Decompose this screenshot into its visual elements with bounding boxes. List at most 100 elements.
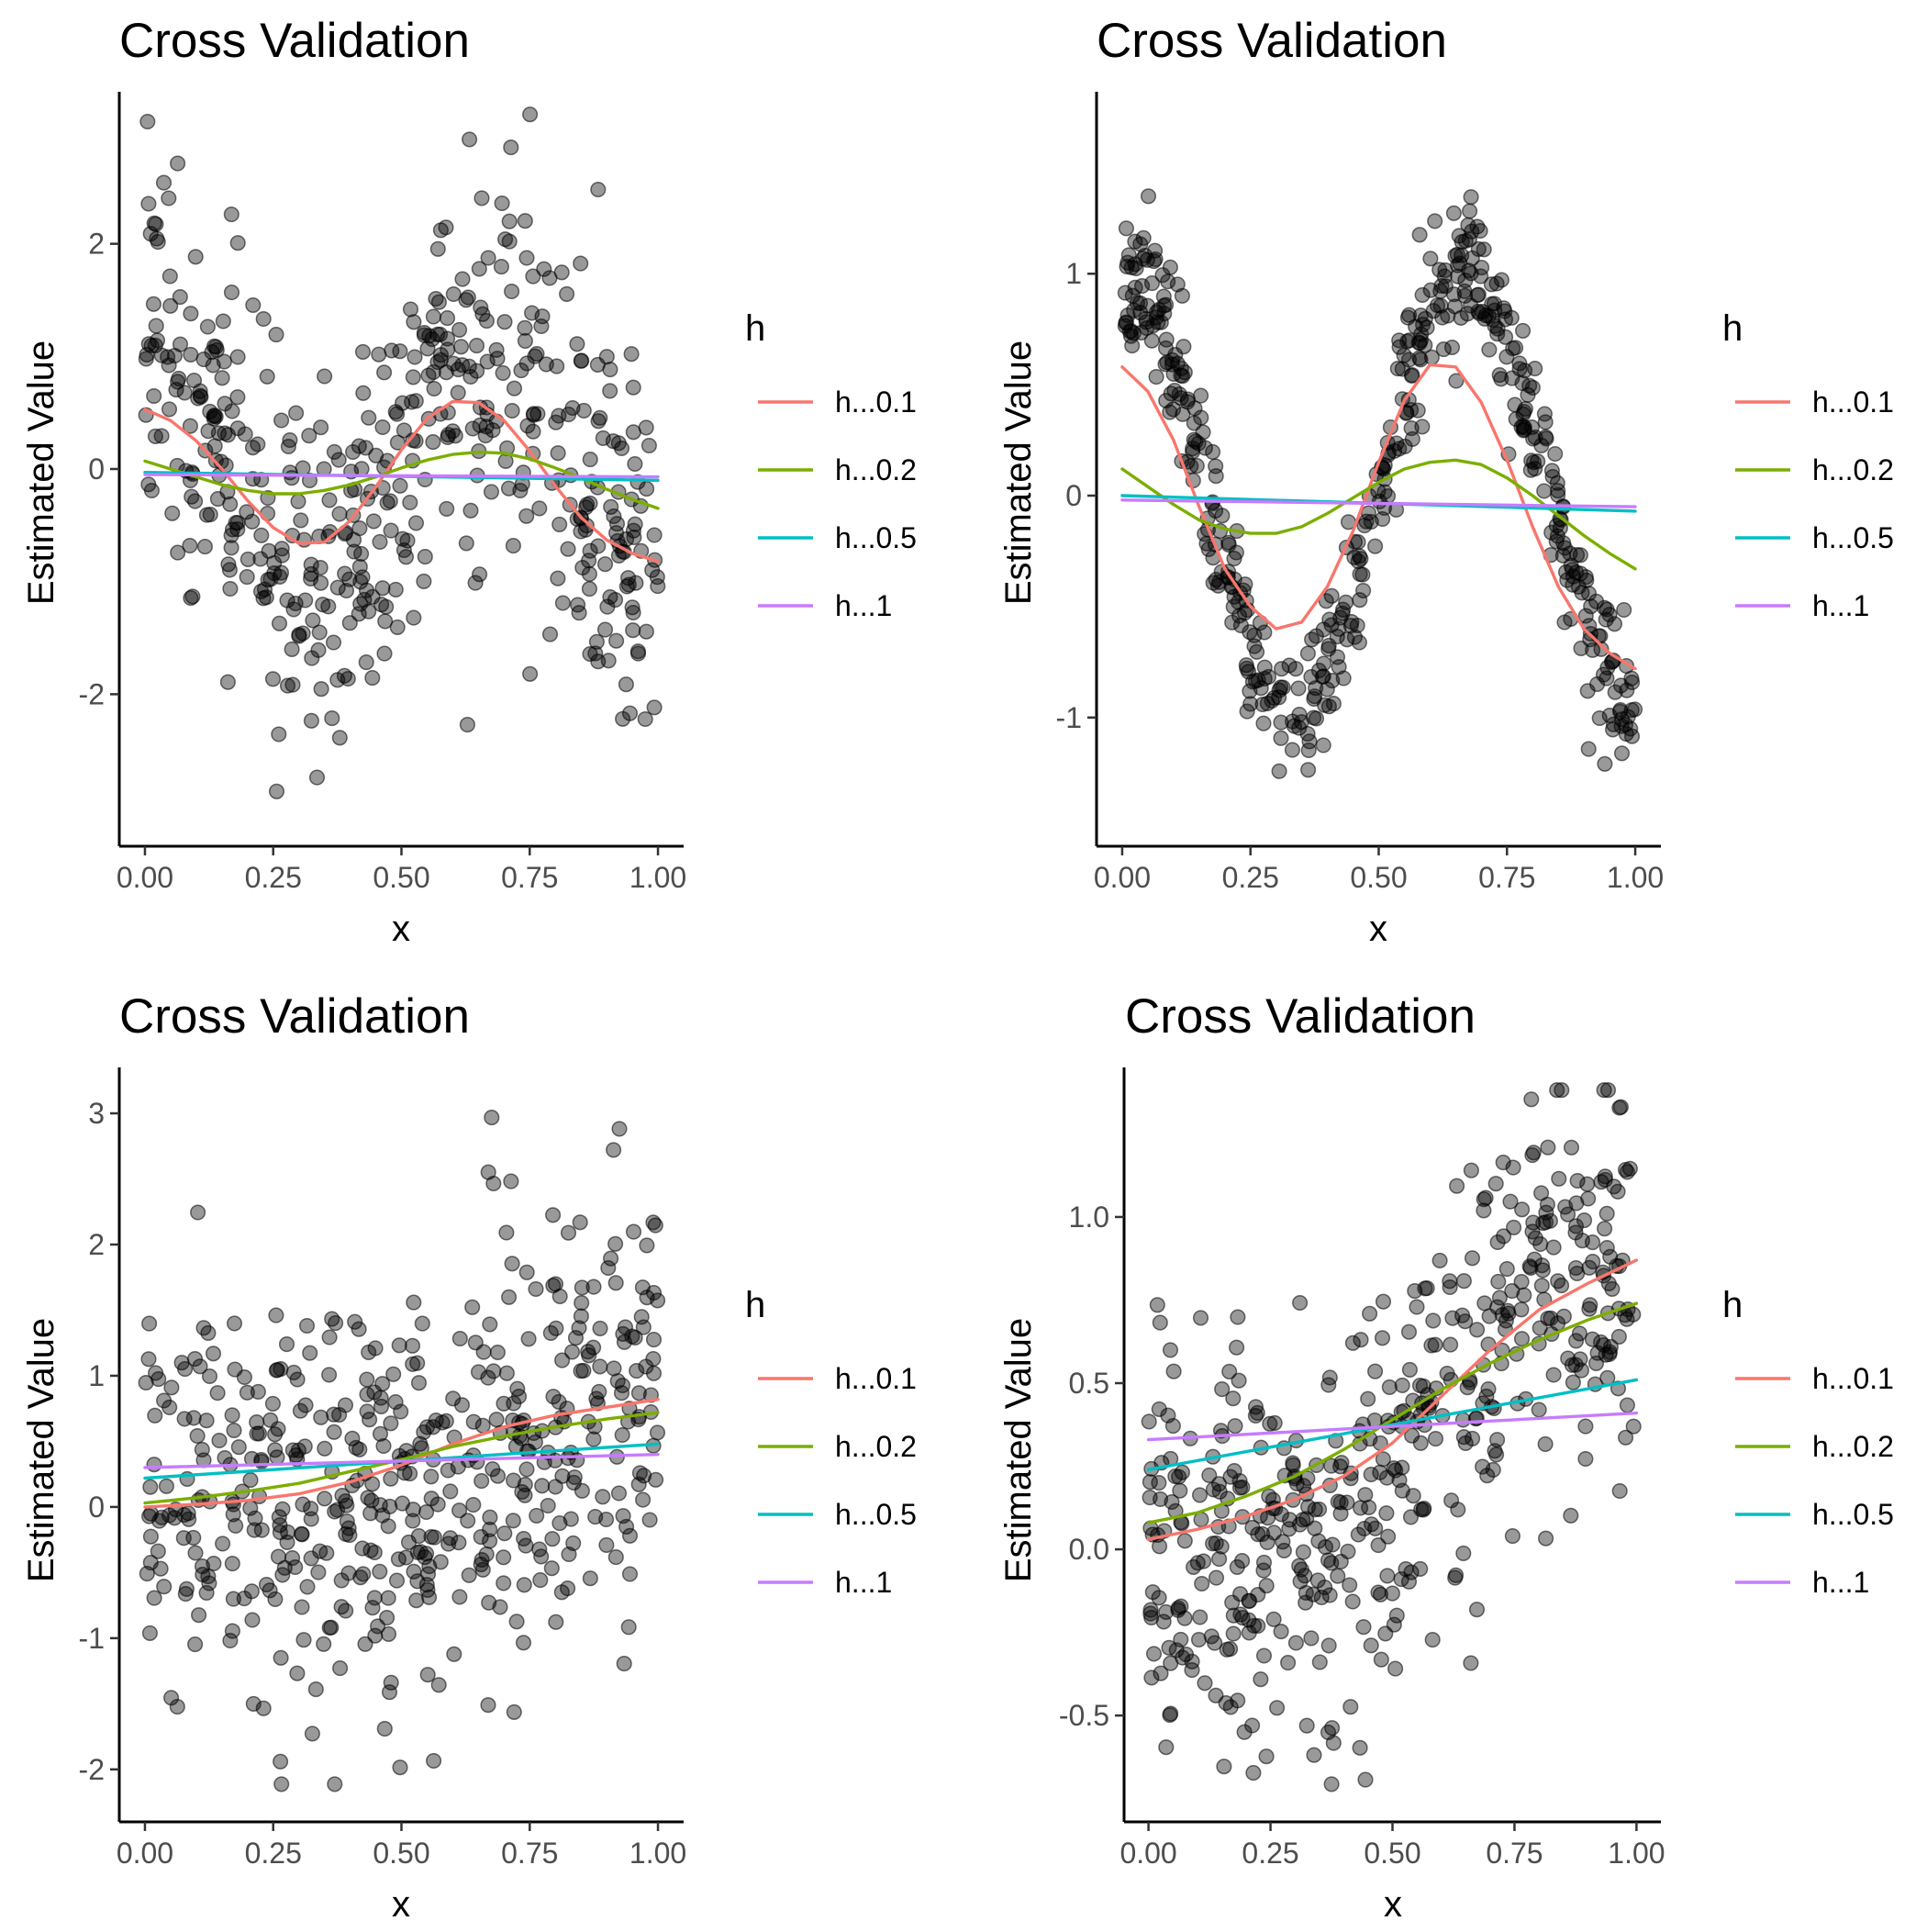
panel-4-point [1176,1533,1193,1549]
panel-2-point [1622,720,1639,737]
panel-4-point [1557,1199,1574,1215]
panel-4-point [1457,1435,1474,1451]
panel-2-point [1613,718,1630,734]
panel-4-plot: 0.00 0.25 0.50 0.75 1.00 -0.5 0.0 0.5 1.0 [1059,1067,1790,1870]
panel-2-point [1220,534,1237,551]
panel-4-point [1413,1502,1430,1518]
panel-3-point [470,1364,487,1380]
panel-3-point [380,1590,396,1606]
panel-2-point [1349,617,1365,634]
panel-3-point [359,1371,375,1388]
panel-3-point [139,1566,155,1582]
panel-2-point [1300,762,1317,778]
panel-3-point [215,1536,231,1552]
panel-2-point [1573,640,1589,656]
panel-1-point [258,589,274,606]
panel-1-point [190,390,206,407]
panel-4-point [1265,1611,1282,1627]
panel-1-point [372,533,388,550]
panel-3-point [607,1275,624,1291]
panel-4-legend-label-2: h...0.2 [1812,1430,1894,1463]
panel-3-point [372,1563,388,1580]
panel-1-point [416,573,432,589]
panel-1-point [525,268,541,285]
panel-1-point [216,353,232,370]
panel-3-point [639,1237,655,1254]
panel-3-point [156,1579,173,1595]
panel-1-point [571,605,587,621]
panel-1-point [500,480,518,497]
panel-1-point [582,542,598,559]
panel-4-point [1415,1378,1431,1394]
panel-2-point [1237,576,1253,593]
panel-4-point [1524,1223,1541,1240]
panel-1-point [618,530,635,547]
panel-4-point [1481,1308,1498,1324]
panel-1-point [551,516,568,532]
panel-2-point [1140,297,1156,314]
panel-2-point [1315,737,1331,754]
panel-4-point [1311,1501,1328,1518]
panel-1-point [517,319,533,336]
panel-4-point [1142,1490,1158,1506]
panel-2-point [1324,673,1341,689]
panel-4-point [1457,1313,1474,1330]
panel-2-point [1480,307,1498,324]
panel-4-point [1330,1568,1346,1584]
panel-3-point [142,1528,159,1545]
panel-1-point [629,645,647,662]
panel-2-point [1376,484,1393,500]
panel-1-point [139,113,156,130]
panel-2-x-tick-label: 0.50 [1350,861,1407,894]
panel-3-point [147,1407,163,1424]
panel-4-point [1513,1274,1530,1290]
panel-2-point [1527,361,1543,377]
panel-4-point [1254,1525,1271,1542]
panel-3-point [518,1537,534,1554]
panel-1-point [531,500,548,517]
panel-1-point [325,634,342,651]
panel-2-point [1554,547,1571,564]
panel-3-point [488,1412,505,1428]
panel-3-point [328,1315,344,1332]
panel-3-point [573,1363,589,1379]
panel-2-point [1255,715,1272,731]
panel-2-point [1300,742,1317,759]
panel-4-point [1201,1467,1218,1483]
panel-1-point [255,310,272,328]
panel-2-point [1409,402,1426,419]
panel-2-curve-4 [1120,498,1637,508]
panel-4-point [1455,1545,1472,1561]
panel-3-point [332,1660,349,1677]
panel-1-point [458,292,474,308]
panel-1-point [389,619,406,635]
panel-1-point [383,522,399,539]
panel-4-point [1158,1603,1175,1620]
panel-1-points [138,106,666,799]
panel-2-point [1205,575,1221,591]
panel-4-point [1190,1631,1208,1648]
panel-1-point [146,215,162,231]
panel-1-point [559,285,575,302]
panel-1-point [438,219,454,236]
panel-2-point [1411,350,1428,366]
panel-4-point [1141,1413,1157,1430]
panel-2-point [1508,340,1524,356]
panel-3-point [416,1424,432,1440]
panel-3-legend-label-1: h...0.1 [835,1362,917,1395]
panel-2-point [1355,582,1372,599]
panel-1-point [496,314,513,330]
panel-1-point [337,565,353,582]
panel-3-point [496,1525,513,1542]
panel-4-point [1610,1183,1626,1200]
panel-3-point [383,1415,399,1432]
panel-2-point [1287,661,1304,677]
panel-4-point [1253,1671,1269,1688]
panel-4-point [1531,1402,1547,1418]
panel-4-point [1581,1301,1598,1317]
panel-1-point [268,783,285,799]
panel-3-point [249,1425,265,1442]
panel-3-point [451,1330,468,1347]
panel-3-point [175,1530,192,1547]
